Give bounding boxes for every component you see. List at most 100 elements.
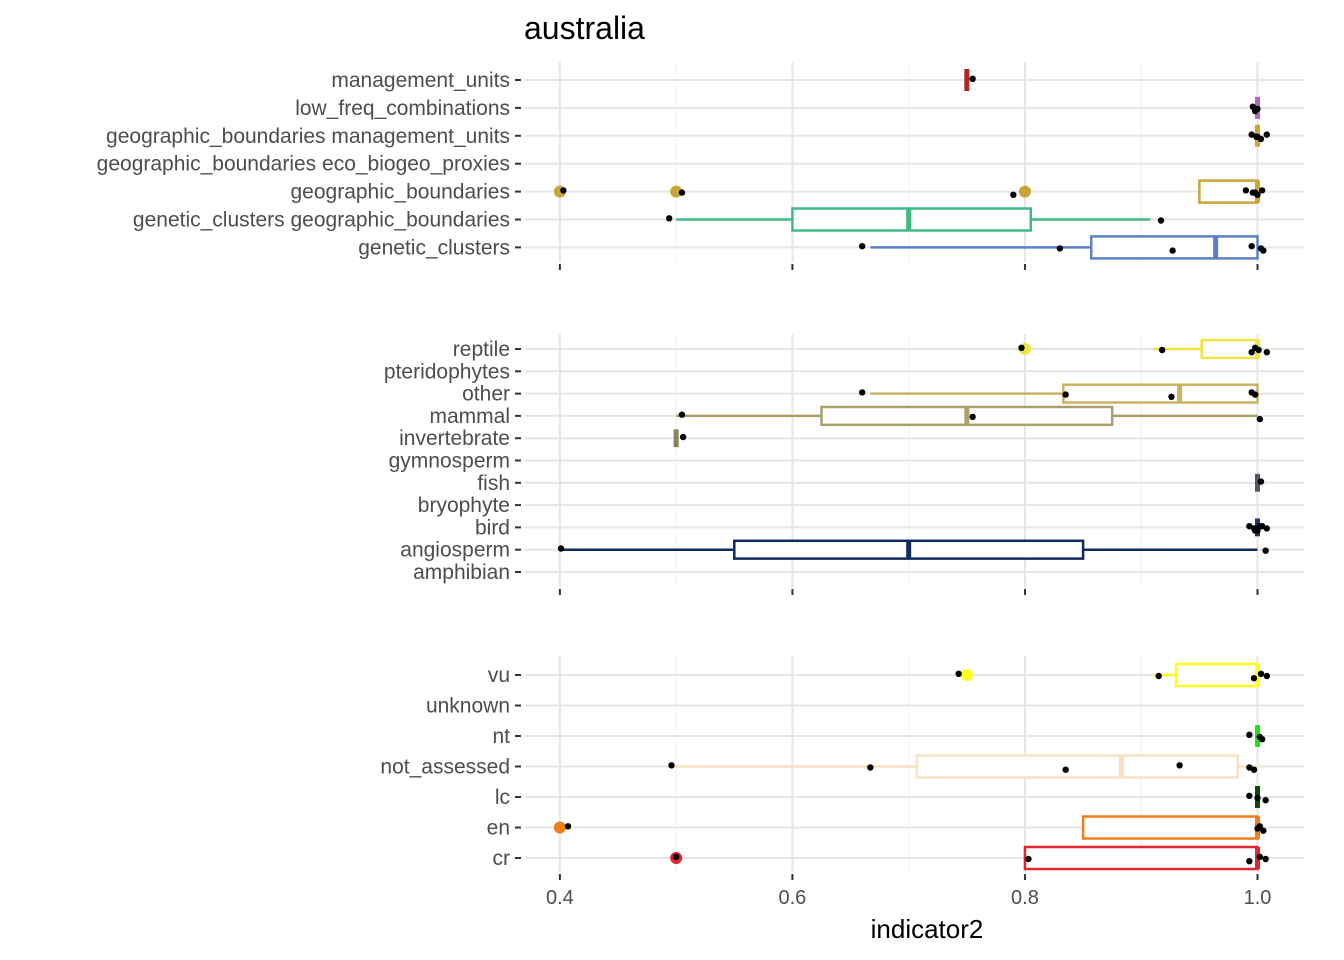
category-marks: [553, 815, 1267, 840]
category-marks: [1018, 338, 1270, 360]
grid-lines: [525, 62, 1304, 262]
category-label: management_units: [331, 69, 510, 92]
box: [1062, 383, 1259, 404]
data-point: [1263, 672, 1270, 680]
category-label: cr: [493, 847, 511, 870]
category-label: geographic_boundaries management_units: [106, 125, 510, 148]
chart-title: australia: [524, 10, 645, 46]
data-point: [1256, 523, 1264, 530]
category-label: en: [487, 817, 510, 840]
data-point: [1250, 766, 1258, 773]
data-point: [1062, 391, 1069, 398]
data-point: [1251, 107, 1259, 115]
outlier-point: [1018, 185, 1031, 198]
data-point: [1258, 736, 1266, 743]
x-tick-label: 0.6: [779, 887, 807, 909]
x-tick-label: 0.4: [546, 887, 574, 909]
category-label: low_freq_combinations: [295, 97, 510, 120]
data-point: [1256, 415, 1264, 423]
category-label: other: [462, 383, 510, 406]
data-point: [858, 389, 866, 396]
data-point: [1255, 346, 1262, 354]
category-marks: [1246, 786, 1269, 808]
data-point: [668, 762, 675, 769]
box: [1023, 845, 1259, 871]
category-label: nt: [492, 725, 510, 748]
category-marks: [665, 207, 1165, 232]
data-point: [1246, 858, 1253, 865]
category-label: bird: [475, 516, 510, 539]
data-point: [1168, 393, 1175, 400]
data-point: [1248, 243, 1255, 250]
data-point: [1260, 827, 1267, 834]
category-label: bryophyte: [418, 494, 510, 517]
box: [1200, 338, 1259, 360]
data-point: [1176, 762, 1183, 769]
category-label: vu: [488, 664, 510, 687]
category-label: amphibian: [413, 561, 510, 584]
data-point: [678, 411, 686, 418]
data-point: [1010, 191, 1017, 198]
data-point: [969, 75, 976, 83]
category-label: pteridophytes: [384, 360, 510, 383]
category-marks: [670, 845, 1269, 871]
data-point: [1257, 478, 1265, 485]
data-point: [679, 433, 687, 441]
category-marks: [668, 754, 1258, 779]
data-point: [1260, 247, 1267, 254]
data-point: [1256, 853, 1264, 860]
category-label: unknown: [426, 695, 510, 718]
data-point: [1062, 766, 1069, 773]
data-point: [1263, 349, 1270, 356]
data-point: [1246, 731, 1253, 738]
data-point: [557, 545, 565, 552]
category-label: geographic_boundaries eco_biogeo_proxies: [97, 153, 510, 176]
outlier-point: [670, 185, 683, 198]
box: [791, 207, 1033, 232]
facet-panel: management_units low_freq_combinationsgeo…: [97, 62, 1304, 262]
data-point: [1262, 855, 1269, 863]
data-point: [1251, 527, 1259, 534]
data-point: [1258, 187, 1266, 194]
category-marks: [1248, 124, 1270, 147]
data-point: [858, 243, 866, 250]
data-point: [1251, 391, 1259, 398]
data-point: [678, 189, 686, 196]
category-label: invertebrate: [399, 427, 510, 450]
category-marks: [858, 235, 1267, 260]
category-label: gymnosperm: [389, 450, 510, 473]
outlier-point: [553, 821, 566, 834]
category-marks: [557, 539, 1269, 560]
data-point: [1018, 344, 1025, 351]
category-label: fish: [477, 472, 510, 495]
grid-lines: [525, 656, 1304, 872]
category-label: reptile: [453, 338, 510, 361]
data-point: [1254, 794, 1261, 802]
category-label: lc: [495, 786, 510, 809]
x-tick-label: 1.0: [1244, 887, 1272, 909]
category-label: genetic_clusters: [358, 236, 510, 259]
data-point: [867, 764, 874, 771]
category-label: geographic_boundaries: [290, 181, 510, 204]
outlier-point: [960, 669, 973, 681]
x-axis: 0.4 0.6 0.8 1.0: [546, 264, 1271, 909]
category-marks: [1246, 725, 1266, 747]
data-point: [1263, 131, 1270, 138]
data-point: [1242, 187, 1250, 194]
data-point: [1056, 245, 1064, 252]
data-point: [969, 413, 976, 421]
data-point: [1263, 525, 1270, 532]
box: [1081, 815, 1259, 840]
data-point: [1262, 797, 1269, 804]
facets-layer: management_units low_freq_combinationsgeo…: [97, 62, 1304, 872]
category-marks: [964, 69, 976, 91]
facet-panel: reptilepteridophytesothermammalinvertebr…: [384, 334, 1304, 587]
category-marks: [955, 662, 1270, 688]
category-label: mammal: [429, 405, 510, 428]
category-marks: [858, 383, 1259, 404]
data-point: [1257, 670, 1265, 677]
x-tick-label: 0.8: [1011, 887, 1039, 909]
